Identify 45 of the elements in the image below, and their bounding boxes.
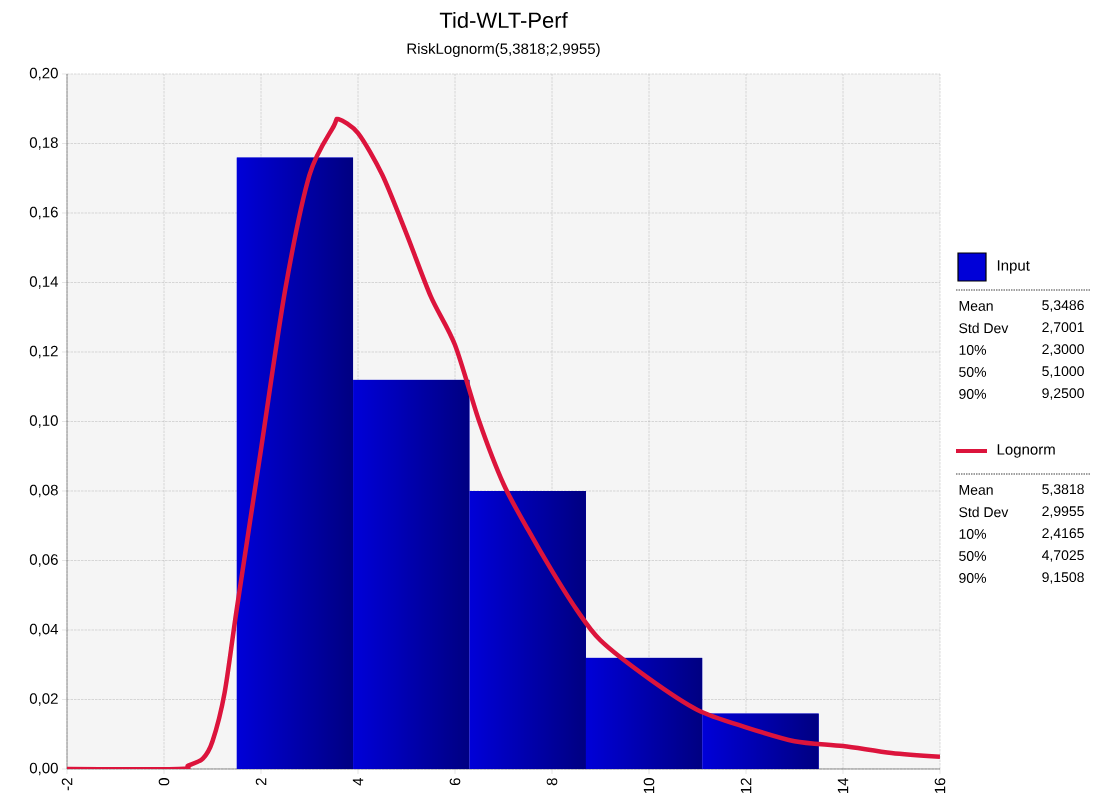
y-tick-label: 0,12 bbox=[29, 345, 58, 359]
text: 90% bbox=[959, 389, 987, 399]
text: 5,3486 bbox=[1042, 300, 1084, 312]
y-tick-label: 0,20 bbox=[29, 67, 58, 81]
x-tick-label: 4 bbox=[352, 777, 364, 786]
y-tick-label: 0,06 bbox=[29, 554, 58, 567]
y-tick-label: 0,00 bbox=[29, 762, 58, 776]
x-tick-label: 10 bbox=[643, 778, 655, 794]
text: 5,3818 bbox=[1042, 484, 1084, 496]
text: 5,1000 bbox=[1042, 366, 1084, 378]
x-tick-label: 12 bbox=[740, 778, 752, 794]
x-tick-label: 14 bbox=[837, 777, 849, 794]
text: 2,9955 bbox=[1042, 506, 1084, 518]
chart-subtitle: RiskLognorm(5,3818;2,9955) bbox=[407, 43, 600, 57]
legend-label: Lognorm bbox=[997, 444, 1055, 458]
text: 9,1508 bbox=[1042, 572, 1084, 584]
y-tick-label: 0,16 bbox=[29, 206, 58, 220]
x-tick-label: -2 bbox=[61, 778, 73, 791]
x-tick-label: 0 bbox=[158, 778, 170, 786]
legend-label: Input bbox=[997, 260, 1030, 274]
text: 50% bbox=[959, 551, 987, 561]
text: 10% bbox=[959, 345, 987, 355]
x-tick-label: 2 bbox=[255, 778, 267, 786]
x-tick-label: 6 bbox=[449, 778, 461, 786]
x-tick-label: 8 bbox=[546, 778, 558, 786]
y-tick-label: 0,14 bbox=[29, 276, 59, 289]
text: Mean bbox=[959, 485, 993, 495]
text: 2,3000 bbox=[1042, 344, 1084, 356]
text: 10% bbox=[959, 529, 987, 539]
text: Std Dev bbox=[959, 322, 1009, 334]
y-tick-label: 0,02 bbox=[29, 693, 58, 706]
text: Mean bbox=[959, 301, 993, 311]
chart-title: Tid-WLT-Perf bbox=[439, 11, 568, 29]
x-tick-label: 16 bbox=[934, 778, 946, 794]
text: 2,4165 bbox=[1042, 528, 1084, 540]
text: 4,7025 bbox=[1041, 550, 1084, 562]
y-tick-label: 0,10 bbox=[29, 415, 58, 428]
y-tick-label: 0,04 bbox=[29, 623, 59, 637]
text: 2,7001 bbox=[1042, 322, 1084, 334]
text: Std Dev bbox=[959, 506, 1009, 518]
text: 50% bbox=[959, 367, 987, 377]
text: 9,2500 bbox=[1042, 388, 1084, 400]
y-tick-label: 0,18 bbox=[29, 137, 58, 150]
text: 90% bbox=[959, 573, 987, 583]
y-tick-label: 0,08 bbox=[29, 484, 58, 498]
